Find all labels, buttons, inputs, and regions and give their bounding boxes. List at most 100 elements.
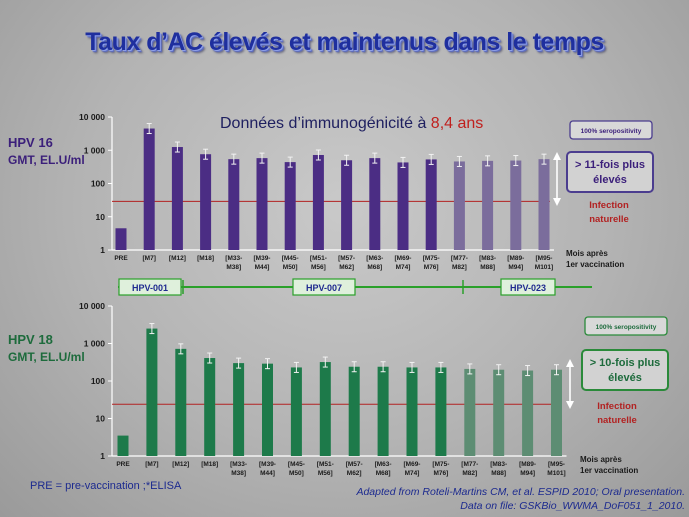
hpv16-xtick-label: M44]	[255, 264, 270, 271]
hpv18-fold-text: élevés	[608, 372, 642, 384]
hpv18-xtick-label: M76]	[433, 470, 448, 477]
hpv18-xtick-label: [M39-	[259, 461, 276, 468]
hpv18-xtick-label: [M63-	[375, 461, 392, 468]
hpv18-threshold-label: Infection	[597, 401, 637, 412]
hpv16-xtick-label: [M7]	[143, 255, 156, 262]
hpv16-xlabel: 1er vaccination	[566, 260, 624, 269]
hpv18-xtick-label: M88]	[491, 470, 506, 477]
study-box-hpv001	[118, 278, 182, 296]
hpv16-xtick-label: [M89-	[507, 255, 524, 262]
hpv16-fold-box	[566, 151, 654, 193]
hpv18-xtick-label: M62]	[347, 470, 362, 477]
hpv18-ytick-label: 1	[100, 451, 105, 461]
hpv18-bar	[464, 368, 476, 456]
hpv18-bar	[262, 363, 273, 456]
hpv16-xtick-label: [M18]	[197, 255, 214, 262]
subtitle-highlight: 8,4 ans	[431, 115, 483, 132]
subtitle-prefix: Données d’immunogénicité à	[220, 115, 431, 132]
hpv18-bar	[377, 366, 389, 456]
hpv16-ylabel: GMT, EL.U/ml	[8, 153, 85, 167]
hpv18-bar	[204, 358, 216, 456]
hpv18-xtick-label: PRE	[116, 461, 130, 468]
hpv16-xtick-label: M101]	[535, 264, 553, 271]
hpv16-xtick-label: M62]	[339, 264, 354, 271]
hpv16-xtick-label: [M69-	[395, 255, 412, 262]
hpv18-threshold-label: naturelle	[597, 415, 637, 426]
hpv18-xtick-label: M44]	[260, 470, 275, 477]
hpv18-seropositivity-label: 100% seropositivity	[596, 324, 657, 331]
hpv16-bar	[312, 154, 324, 250]
hpv16-bar	[397, 162, 409, 250]
hpv16-xtick-label: [M77-	[451, 255, 468, 262]
hpv18-xtick-label: [M7]	[145, 461, 158, 468]
hpv16-ytick-label: 1 000	[84, 145, 106, 155]
hpv18-label: HPV 18	[8, 332, 53, 347]
hpv18-xtick-label: M94]	[520, 470, 535, 477]
hpv16-xtick-label: [M63-	[366, 255, 383, 262]
hpv16-ytick-label: 10	[96, 212, 106, 222]
hpv16-threshold-label: Infection	[589, 200, 629, 211]
hpv18-xtick-label: [M77-	[461, 461, 478, 468]
hpv16-xtick-label: [M83-	[479, 255, 496, 262]
hpv18-xtick-label: [M51-	[317, 461, 334, 468]
hpv16-xtick-label: [M75-	[423, 255, 440, 262]
hpv16-xtick-label: [M12]	[169, 255, 186, 262]
study-label-hpv023: HPV-023	[510, 283, 546, 293]
hpv16-ytick-label: 1	[100, 245, 105, 255]
hpv16-bar	[482, 160, 494, 250]
hpv16-bar	[453, 161, 465, 250]
chart-subtitle: Données d’immunogénicité à 8,4 ans	[220, 115, 483, 132]
hpv18-xlabel: Mois après	[580, 455, 622, 464]
hpv18-xtick-label: [M33-	[230, 461, 247, 468]
hpv18-fold-box	[581, 349, 669, 391]
hpv16-xtick-label: [M51-	[310, 255, 327, 262]
hpv18-bar	[146, 328, 158, 456]
hpv16-bar	[510, 160, 522, 250]
hpv16-bar	[425, 159, 437, 250]
hpv16-ytick-label: 10 000	[79, 112, 105, 122]
hpv16-xtick-label: M56]	[311, 264, 326, 271]
hpv16-xlabel: Mois après	[566, 249, 608, 258]
hpv16-fold-text: élevés	[593, 174, 627, 186]
hpv16-fold-text: > 11-fois plus	[575, 159, 645, 171]
slide-title: Taux d’AC élevés et maintenus dans le te…	[85, 28, 604, 56]
hpv16-xtick-label: [M39-	[254, 255, 271, 262]
hpv16-seropositivity-label: 100% seropositivity	[581, 128, 642, 135]
hpv18-bar	[175, 348, 187, 456]
hpv16-bar	[171, 147, 183, 250]
hpv18-xtick-label: [M89-	[519, 461, 536, 468]
hpv16-xtick-label: PRE	[114, 255, 128, 262]
hpv16-xtick-label: M88]	[480, 264, 495, 271]
hpv18-bar	[117, 435, 129, 456]
hpv18-ytick-label: 10	[96, 414, 106, 424]
hpv16-bar	[143, 128, 155, 250]
hpv16-threshold-label: naturelle	[589, 214, 629, 225]
hpv18-xtick-label: [M57-	[346, 461, 363, 468]
hpv18-ytick-label: 100	[91, 376, 105, 386]
hpv16-bar	[369, 158, 381, 250]
hpv16-xtick-label: [M95-	[536, 255, 553, 262]
hpv16-xtick-label: M68]	[367, 264, 382, 271]
hpv16-xtick-label: M94]	[508, 264, 523, 271]
study-label-hpv007: HPV-007	[306, 283, 342, 293]
hpv18-xtick-label: [M83-	[490, 461, 507, 468]
hpv18-xtick-label: M82]	[462, 470, 477, 477]
hpv18-xtick-label: [M12]	[172, 461, 189, 468]
hpv16-xtick-label: M50]	[283, 264, 298, 271]
hpv18-xtick-label: M50]	[289, 470, 304, 477]
hpv18-xtick-label: M101]	[547, 470, 565, 477]
hpv18-xtick-label: [M18]	[201, 461, 218, 468]
hpv16-bar	[538, 159, 550, 250]
hpv16-bar	[284, 162, 296, 250]
study-box-hpv023	[500, 278, 556, 296]
hpv16-bar	[115, 228, 127, 250]
hpv18-xtick-label: [M69-	[404, 461, 421, 468]
hpv18-xtick-label: M68]	[376, 470, 391, 477]
hpv18-xtick-label: [M95-	[548, 461, 565, 468]
hpv18-bar	[348, 366, 360, 456]
footnote-left: PRE = pre-vaccination ;*ELISA	[30, 480, 182, 492]
hpv16-bar	[256, 158, 268, 250]
hpv16-seropositivity-box	[569, 120, 653, 140]
hpv18-chart: 1 10 100 1 000 10 000 Infection naturelle PRE [M…	[79, 301, 669, 477]
